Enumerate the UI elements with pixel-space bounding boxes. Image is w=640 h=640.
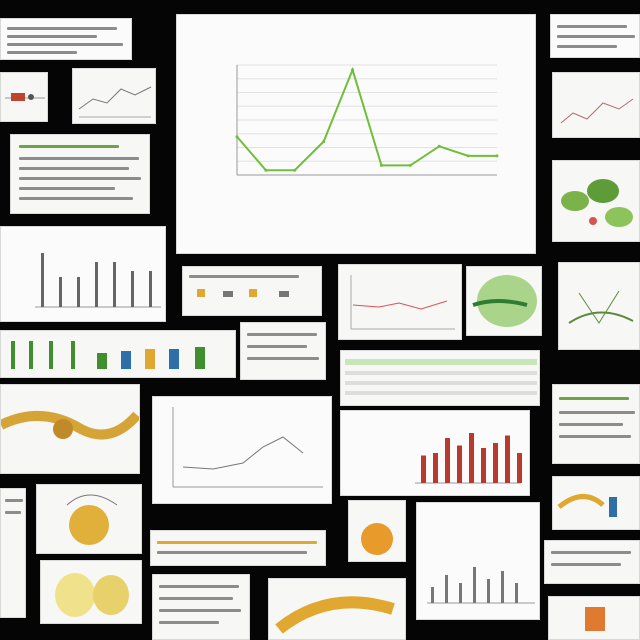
main-line-chart — [235, 64, 499, 176]
bar — [149, 271, 152, 307]
cup-graphic — [585, 607, 605, 631]
data-point — [351, 68, 355, 72]
data-point — [408, 163, 412, 167]
text-card-right — [552, 384, 640, 464]
strip-card — [150, 530, 326, 566]
diagram-card — [0, 72, 48, 122]
small-bar-chart-card — [416, 502, 540, 620]
bar — [515, 583, 518, 603]
bar — [59, 277, 62, 307]
bar-chart-card-left — [0, 226, 166, 322]
plant-illustration — [561, 179, 633, 227]
bar — [131, 271, 134, 307]
text-card-bottom-left — [0, 488, 26, 618]
bar-chart-card-right — [340, 410, 530, 496]
organ-illustration — [1, 411, 139, 440]
bar — [457, 445, 462, 483]
figure-graphic — [557, 494, 617, 517]
bar — [459, 583, 462, 603]
data-point — [264, 168, 268, 172]
scatter-chart — [172, 407, 323, 488]
bar — [113, 262, 116, 307]
bar — [481, 448, 486, 483]
data-point — [379, 163, 383, 167]
text-card-bottom-right — [544, 540, 640, 584]
bar — [431, 587, 434, 603]
caption-card-top-left — [0, 18, 132, 60]
data-point — [466, 154, 470, 158]
caption-card-top-right — [550, 14, 640, 58]
small-chart-card-1 — [72, 68, 156, 124]
plant-illustration-card-1 — [552, 160, 640, 242]
bar — [473, 567, 476, 603]
bar — [505, 435, 510, 483]
figure-card-right — [552, 476, 640, 530]
diagram-graphic — [5, 93, 45, 101]
data-point — [322, 140, 326, 144]
bar — [487, 579, 490, 603]
list-card — [10, 134, 150, 214]
data-point — [495, 154, 499, 158]
bar — [493, 443, 498, 483]
legend-graphic — [197, 289, 289, 297]
organ-illustration-card — [0, 384, 140, 474]
bar — [517, 453, 522, 483]
fruit-photo-card — [40, 560, 142, 624]
bar — [41, 253, 44, 307]
bottle-row-graphic — [11, 341, 205, 369]
leaf-illustration-card — [466, 266, 542, 336]
plant-illustration-card-2 — [558, 262, 640, 350]
fruit-photo — [55, 573, 129, 617]
red-bar-chart — [415, 433, 522, 484]
bar — [445, 438, 450, 483]
cup-card — [548, 596, 640, 640]
fruit-illustration-card — [36, 484, 142, 554]
bar — [77, 277, 80, 307]
leaf-illustration — [472, 275, 537, 327]
plant-sketch — [568, 290, 634, 324]
series-line — [236, 66, 497, 172]
bar — [445, 575, 448, 603]
data-point — [235, 135, 239, 139]
data-point — [293, 168, 297, 172]
left-bar-chart — [35, 253, 161, 308]
data-point — [437, 144, 441, 148]
grid-chart — [350, 275, 455, 330]
bar — [421, 455, 426, 483]
bar — [469, 433, 474, 483]
table-card — [340, 350, 540, 406]
fruit-illustration — [66, 494, 118, 545]
small-chart-card-3 — [338, 264, 462, 340]
bottle-row-card — [0, 330, 236, 378]
list-card-bottom — [152, 574, 250, 640]
seed-illustration — [361, 523, 393, 555]
small-bar-chart — [427, 567, 535, 604]
small-line-chart — [78, 86, 152, 118]
pod-illustration — [275, 596, 395, 634]
bar — [95, 262, 98, 307]
scatter-chart-card — [152, 396, 332, 504]
pod-illustration-card — [268, 578, 406, 640]
small-card-legend — [182, 266, 322, 316]
text-card-mid — [240, 322, 326, 380]
small-area-chart — [560, 98, 634, 124]
table-graphic — [345, 359, 537, 395]
bar — [433, 453, 438, 483]
seed-illustration-card — [348, 500, 406, 562]
small-chart-card-2 — [552, 72, 640, 138]
main-chart-card — [176, 14, 536, 254]
bar — [501, 571, 504, 603]
